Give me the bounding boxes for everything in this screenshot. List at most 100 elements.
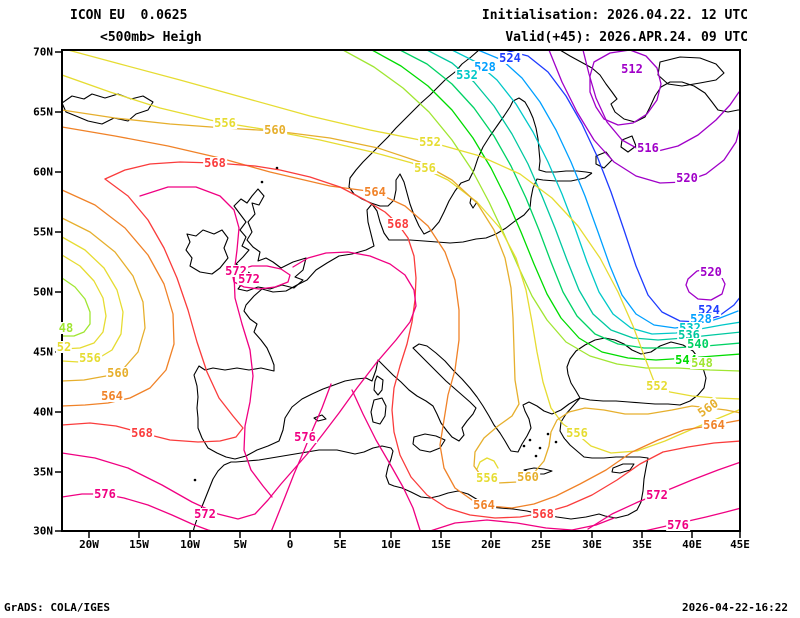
contour-520 [548, 50, 740, 184]
coastline-path [185, 229, 229, 275]
contour-572 [351, 389, 421, 531]
contour-label-516: 516 [636, 141, 660, 155]
lon-tick-label: 25E [531, 538, 551, 551]
lon-tick-label: 5E [333, 538, 347, 551]
coastline-path [370, 397, 387, 425]
contour-label-520: 520 [699, 265, 723, 279]
field-title: <500mb> Heigh [100, 30, 202, 45]
coastline-path [313, 414, 327, 422]
contour-label-564: 564 [472, 498, 496, 512]
island-speck [193, 478, 197, 482]
contour-label-564: 564 [100, 389, 124, 403]
contour-label-528: 528 [473, 60, 497, 74]
contour-label-556: 556 [213, 116, 237, 130]
coastline-path [657, 56, 725, 87]
contour-label-560: 560 [263, 123, 287, 137]
contour-576 [641, 507, 740, 531]
coastline-path [595, 151, 613, 169]
lon-tick-label: 15E [431, 538, 451, 551]
coastline-path [620, 135, 637, 153]
contour-label-572: 572 [193, 507, 217, 521]
coastline-path [611, 463, 635, 474]
contour-544 [371, 50, 740, 361]
lon-tick-label: 10E [381, 538, 401, 551]
lon-tick-label: 35E [632, 538, 652, 551]
island-speck [522, 444, 526, 448]
contour-556 [62, 74, 740, 454]
contour-536 [426, 50, 740, 341]
island-speck [546, 432, 550, 436]
contour-label-572: 572 [645, 488, 669, 502]
coastline-path [348, 50, 593, 235]
contour-label-540: 540 [686, 337, 710, 351]
contour-512 [589, 50, 662, 126]
map-frame [61, 49, 741, 532]
creation-timestamp: 2026-04-22-16:22 [682, 601, 788, 614]
island-speck [275, 166, 279, 170]
contour-528 [477, 50, 739, 329]
island-speck [260, 180, 264, 184]
contour-label-576: 576 [666, 518, 690, 532]
lat-tick-label: 65N [33, 105, 53, 119]
valid-time: Valid(+45): 2026.APR.24. 09 UTC [505, 30, 748, 45]
contour-label-512: 512 [620, 62, 644, 76]
lat-tick-label: 40N [33, 405, 53, 419]
contour-516 [582, 50, 740, 152]
contour-label-520: 520 [675, 171, 699, 185]
contour-label-568: 568 [531, 507, 555, 521]
contour-label-568: 568 [203, 156, 227, 170]
coastlines [62, 50, 740, 531]
lat-tick-label: 60N [33, 165, 53, 179]
lat-tick-label: 55N [33, 225, 53, 239]
contour-label-556: 556 [565, 426, 589, 440]
island-speck [534, 454, 538, 458]
contour-label-568: 568 [130, 426, 154, 440]
contour-576 [427, 517, 615, 531]
lon-tick-label: 15W [129, 538, 149, 551]
initialisation-time: Initialisation: 2026.04.22. 12 UTC [481, 8, 748, 23]
contour-556 [476, 457, 499, 470]
contour-564 [62, 189, 175, 407]
contour-568 [104, 161, 740, 519]
contour-572 [232, 265, 291, 290]
coastline-path [373, 375, 384, 396]
lat-tick-label: 35N [33, 465, 53, 479]
contour-label-564: 564 [363, 185, 387, 199]
axis-ticks [55, 51, 741, 538]
contour-576 [270, 383, 332, 531]
contour-564 [62, 126, 740, 509]
lon-tick-label: 45E [730, 538, 750, 551]
contour-label-560: 560 [106, 366, 130, 380]
contour-560 [62, 217, 146, 382]
contour-label-572: 572 [237, 272, 261, 286]
contour-572 [62, 251, 417, 520]
contour-576 [62, 493, 215, 531]
lon-tick-label: 40E [682, 538, 702, 551]
lon-tick-label: 20W [79, 538, 99, 551]
island-speck [554, 440, 558, 444]
model-title: ICON EU 0.0625 [70, 8, 188, 23]
contour-label-524: 524 [498, 51, 522, 65]
lon-tick-label: 20E [481, 538, 501, 551]
contour-label-576: 576 [93, 487, 117, 501]
contour-label-552: 552 [645, 379, 669, 393]
contour-label-564: 564 [702, 418, 726, 432]
lon-tick-label: 10W [180, 538, 200, 551]
coastline-path [62, 93, 154, 125]
contour-524 [504, 50, 740, 323]
contour-548 [342, 50, 740, 372]
lon-tick-label: 5W [233, 538, 247, 551]
contour-label-548: 548 [690, 356, 714, 370]
contour-label-556: 556 [78, 351, 102, 365]
contour-548 [62, 277, 91, 337]
coastline-path [559, 50, 740, 123]
grads-stamp: GrADS: COLA/IGES [4, 601, 110, 614]
contour-560 [62, 109, 740, 484]
lon-tick-label: 0 [286, 538, 294, 551]
contour-label-552: 552 [418, 135, 442, 149]
lat-tick-label: 70N [33, 45, 53, 59]
island-speck [538, 446, 542, 450]
contour-label-552: 52 [55, 340, 73, 354]
contour-label-548: 48 [57, 321, 75, 335]
